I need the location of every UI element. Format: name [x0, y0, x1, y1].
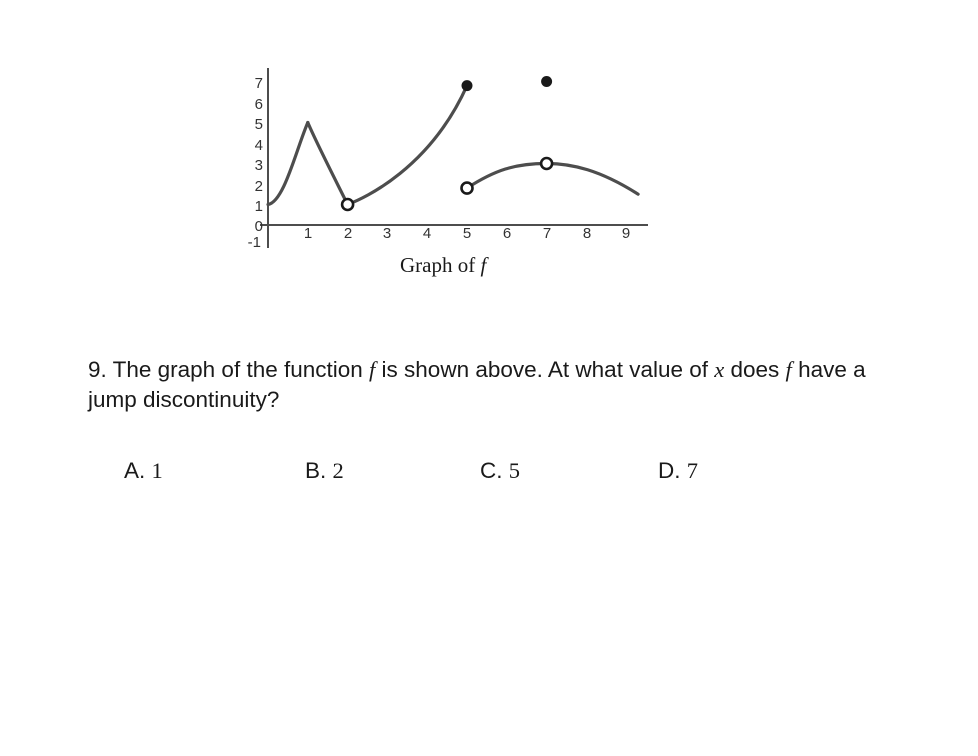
svg-text:5: 5: [255, 116, 263, 133]
svg-text:8: 8: [583, 225, 591, 242]
svg-text:3: 3: [255, 157, 263, 174]
svg-text:5: 5: [463, 225, 471, 242]
svg-text:6: 6: [503, 225, 511, 242]
svg-text:-1: -1: [248, 234, 261, 251]
svg-text:3: 3: [383, 225, 391, 242]
svg-text:4: 4: [423, 225, 431, 242]
svg-text:2: 2: [344, 225, 352, 242]
svg-text:6: 6: [255, 96, 263, 113]
svg-text:9: 9: [622, 225, 630, 242]
svg-text:7: 7: [255, 75, 263, 92]
svg-text:1: 1: [304, 225, 312, 242]
svg-text:4: 4: [255, 137, 263, 154]
svg-text:2: 2: [255, 178, 263, 195]
svg-text:0: 0: [255, 218, 263, 235]
svg-text:1: 1: [255, 198, 263, 215]
svg-text:7: 7: [543, 225, 551, 242]
